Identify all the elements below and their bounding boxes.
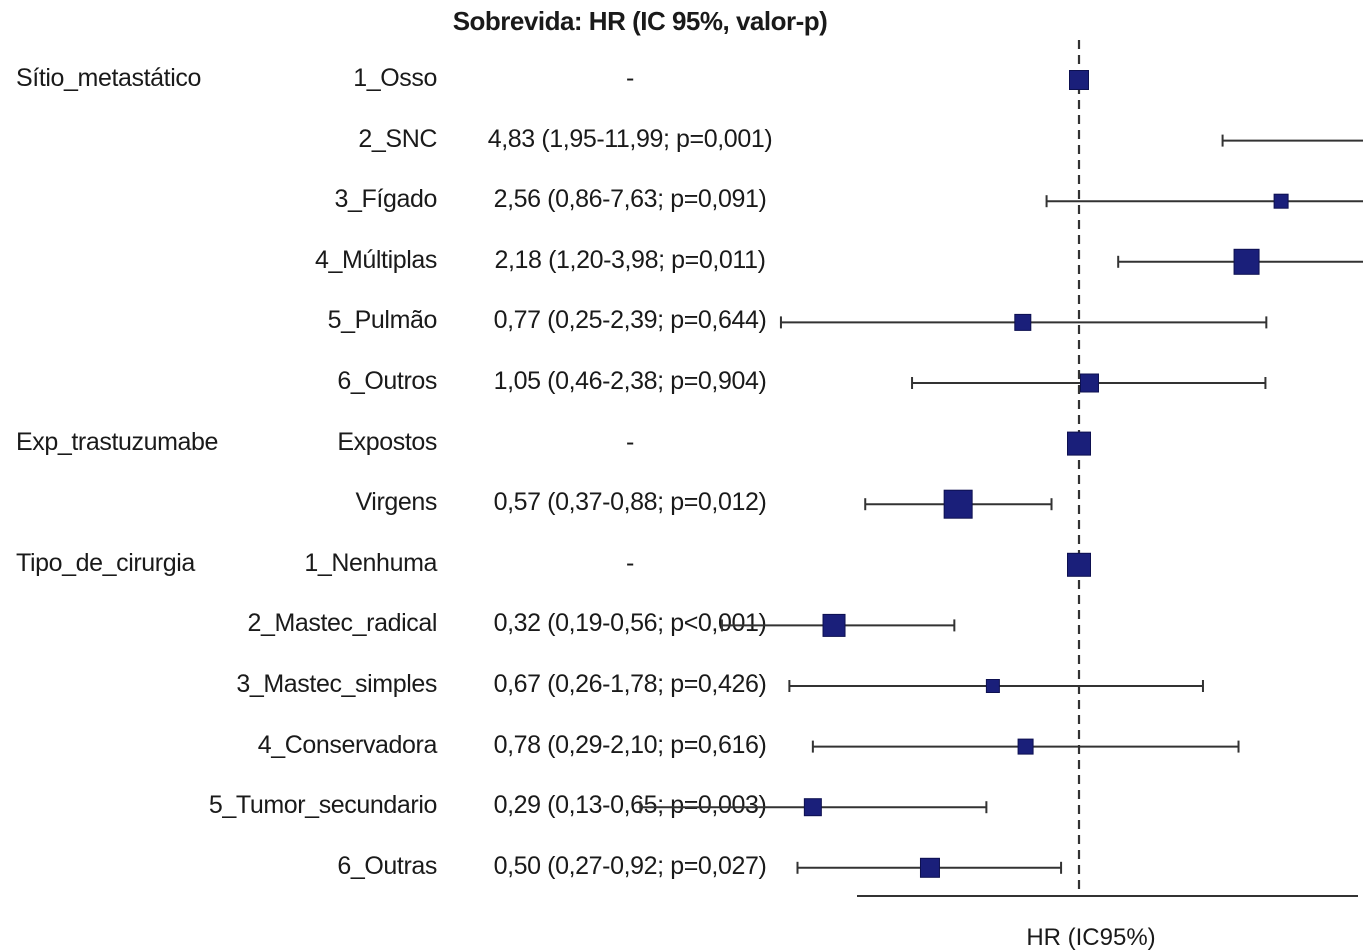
level-label: 2_SNC xyxy=(358,124,437,153)
hr-marker xyxy=(1067,552,1091,577)
level-label: 5_Pulmão xyxy=(327,306,438,335)
hr-marker xyxy=(919,857,940,878)
hr-marker xyxy=(943,489,973,519)
variable-label: Sítio_metastático xyxy=(16,64,201,92)
estimate-text: 2,18 (1,20-3,98; p=0,011) xyxy=(494,245,766,274)
hr-marker xyxy=(1017,738,1034,755)
x-axis-label: HR (IC95%) xyxy=(1026,924,1155,951)
hr-marker xyxy=(1069,70,1089,90)
estimate-text: 0,67 (0,26-1,78; p=0,426) xyxy=(493,670,767,698)
hr-marker xyxy=(1079,373,1099,393)
level-label: 3_Mastec_simples xyxy=(236,670,437,698)
level-label: 4_Múltiplas xyxy=(314,245,437,274)
level-label: 1_Nenhuma xyxy=(304,548,437,577)
hr-marker xyxy=(1273,193,1289,209)
estimate-text: - xyxy=(626,427,634,456)
estimate-text: 4,83 (1,95-11,99; p=0,001) xyxy=(487,124,773,153)
estimate-text: 2,56 (0,86-7,63; p=0,091) xyxy=(493,185,767,214)
estimate-text: 0,77 (0,25-2,39; p=0,644) xyxy=(493,306,767,335)
level-label: Virgens xyxy=(355,488,437,517)
variable-label: Tipo_de_cirurgia xyxy=(16,548,195,577)
hr-marker xyxy=(985,679,1000,693)
hr-marker xyxy=(1014,313,1032,331)
level-label: Expostos xyxy=(337,427,437,456)
level-label: 3_Fígado xyxy=(334,185,438,214)
estimate-text: 0,78 (0,29-2,10; p=0,616) xyxy=(493,730,767,759)
hr-marker xyxy=(1067,431,1091,456)
level-label: 4_Conservadora xyxy=(257,730,438,759)
level-label: 6_Outras xyxy=(337,851,437,880)
variable-label: Exp_trastuzumabe xyxy=(16,427,219,456)
level-label: 5_Tumor_secundario xyxy=(208,791,438,820)
hr-marker xyxy=(822,613,846,637)
hr-marker xyxy=(803,798,822,817)
estimate-text: - xyxy=(626,64,634,92)
estimate-text: 0,50 (0,27-0,92; p=0,027) xyxy=(493,851,767,880)
hr-marker xyxy=(1233,248,1260,275)
estimate-text: 0,29 (0,13-0,65; p=0,003) xyxy=(493,791,767,820)
estimate-text: - xyxy=(626,548,634,577)
estimate-text: 1,05 (0,46-2,38; p=0,904) xyxy=(493,367,767,395)
level-label: 6_Outros xyxy=(337,367,437,395)
level-label: 1_Osso xyxy=(353,64,437,92)
level-label: 2_Mastec_radical xyxy=(247,609,437,638)
estimate-text: 0,57 (0,37-0,88; p=0,012) xyxy=(493,488,767,517)
chart-title: Sobrevida: HR (IC 95%, valor-p) xyxy=(452,6,828,36)
